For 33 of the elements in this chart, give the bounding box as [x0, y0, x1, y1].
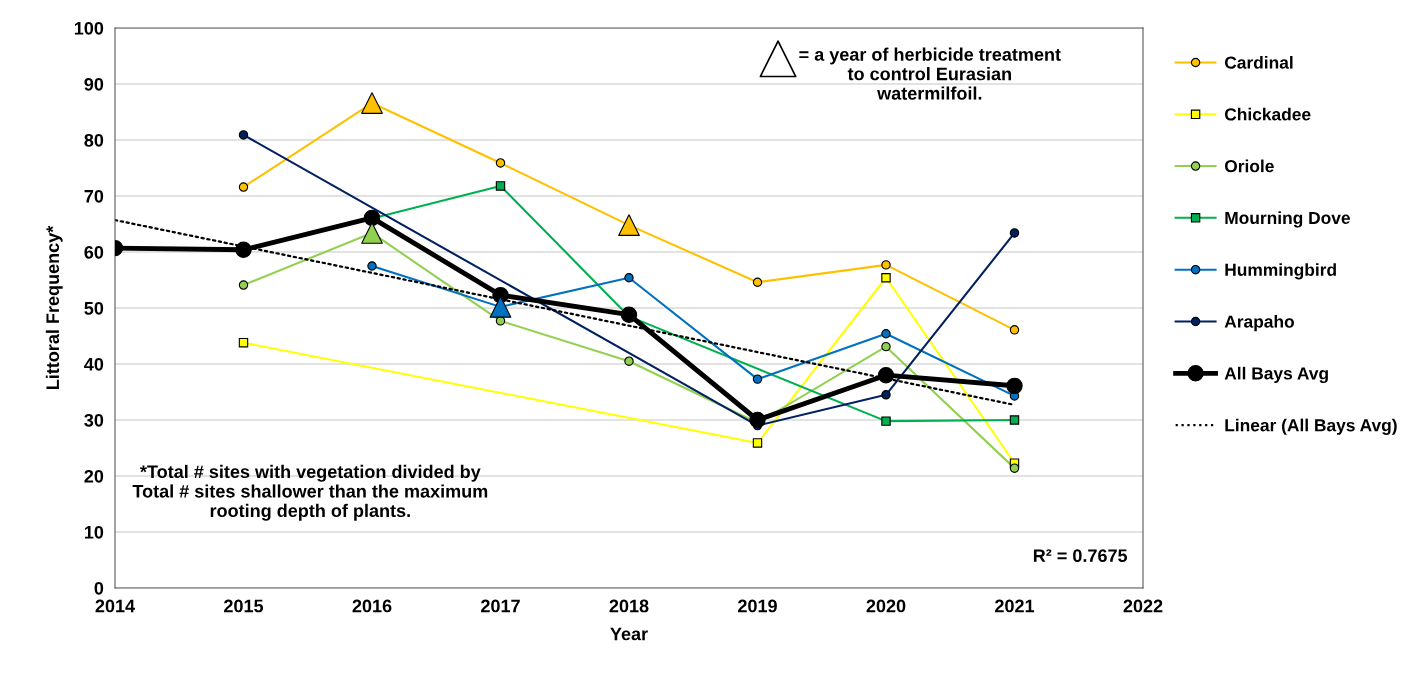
y-tick-label: 90: [84, 77, 104, 91]
y-axis-title: Littoral Frequency*: [45, 225, 63, 390]
y-tick-label: 0: [94, 581, 104, 595]
legend-label: Hummingbird: [1225, 263, 1336, 280]
y-tick-label: 40: [84, 357, 104, 371]
legend-label: Arapaho: [1224, 315, 1294, 332]
legend-label: Cardinal: [1224, 56, 1293, 69]
x-tick-label: 2020: [866, 599, 906, 613]
y-tick-label: 30: [84, 413, 104, 427]
legend-label: Linear (All Bays Avg): [1225, 418, 1397, 435]
annotation: *Total # sites with vegetation divided by Total # sites shallower than the maximum rooting depth of plants.: [132, 464, 488, 521]
x-tick-label: 2018: [609, 599, 649, 613]
y-tick-label: 60: [84, 245, 104, 259]
legend-label: Mourning Dove: [1225, 211, 1350, 228]
x-tick-label: 2021: [995, 599, 1035, 613]
x-tick-label: 2016: [352, 599, 392, 613]
x-tick-label: 2019: [738, 599, 777, 613]
y-tick-label: 10: [84, 525, 104, 539]
y-tick-label: 100: [74, 21, 104, 35]
y-tick-label: 80: [84, 133, 104, 147]
y-tick-label: 20: [84, 469, 104, 483]
legend-label: Chickadee: [1224, 107, 1311, 121]
y-tick-label: 50: [84, 301, 104, 315]
annotation: = a year of herbicide treatment to control Eurasian watermilfoil.: [799, 47, 1061, 100]
legend-label: Oriole: [1224, 159, 1274, 173]
x-tick-label: 2014: [95, 599, 135, 613]
legend-label: All Bays Avg: [1224, 366, 1328, 384]
x-axis-title: Year: [610, 627, 648, 641]
x-tick-label: 2015: [224, 599, 264, 613]
annotation: R² = 0.7675: [1033, 549, 1128, 563]
x-tick-label: 2022: [1123, 599, 1163, 613]
x-tick-label: 2017: [481, 599, 520, 613]
y-tick-label: 70: [84, 189, 104, 203]
